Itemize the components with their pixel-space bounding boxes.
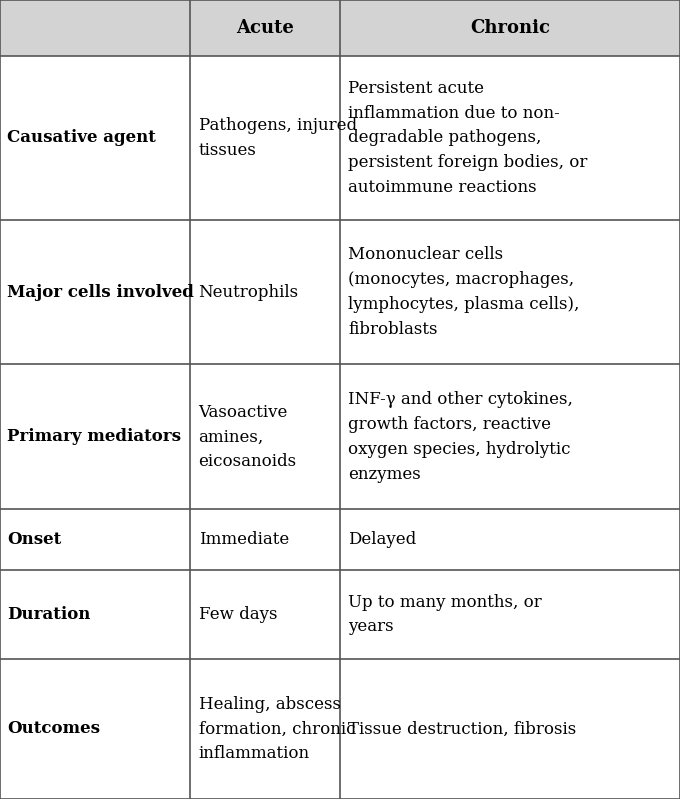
Text: Few days: Few days <box>199 606 277 623</box>
Text: Causative agent: Causative agent <box>7 129 156 146</box>
Bar <box>0 0 190 56</box>
Bar <box>0 56 190 220</box>
Text: Neutrophils: Neutrophils <box>199 284 299 300</box>
Text: Up to many months, or
years: Up to many months, or years <box>348 594 542 635</box>
Text: Persistent acute
inflammation due to non-
degradable pathogens,
persistent forei: Persistent acute inflammation due to non… <box>348 80 588 196</box>
Bar <box>0 570 190 659</box>
Text: Primary mediators: Primary mediators <box>7 428 181 445</box>
Bar <box>190 0 340 56</box>
Text: Tissue destruction, fibrosis: Tissue destruction, fibrosis <box>348 721 577 737</box>
Text: Major cells involved: Major cells involved <box>7 284 194 300</box>
Text: Healing, abscess
formation, chronic
inflammation: Healing, abscess formation, chronic infl… <box>199 696 355 762</box>
Text: Onset: Onset <box>7 531 61 548</box>
Bar <box>190 509 340 570</box>
Text: Immediate: Immediate <box>199 531 289 548</box>
Bar <box>0 659 190 799</box>
Bar <box>340 364 680 509</box>
Bar <box>190 220 340 364</box>
Text: Duration: Duration <box>7 606 90 623</box>
Text: Mononuclear cells
(monocytes, macrophages,
lymphocytes, plasma cells),
fibroblas: Mononuclear cells (monocytes, macrophage… <box>348 246 579 338</box>
Text: Outcomes: Outcomes <box>7 721 100 737</box>
Bar <box>340 659 680 799</box>
Bar <box>0 364 190 509</box>
Text: Pathogens, injured
tissues: Pathogens, injured tissues <box>199 117 357 159</box>
Text: INF-γ and other cytokines,
growth factors, reactive
oxygen species, hydrolytic
e: INF-γ and other cytokines, growth factor… <box>348 392 573 483</box>
Bar <box>340 56 680 220</box>
Bar <box>340 220 680 364</box>
Bar <box>340 0 680 56</box>
Text: Vasoactive
amines,
eicosanoids: Vasoactive amines, eicosanoids <box>199 403 296 470</box>
Bar <box>0 220 190 364</box>
Bar <box>190 364 340 509</box>
Bar <box>190 659 340 799</box>
Text: Acute: Acute <box>236 19 294 37</box>
Bar <box>0 509 190 570</box>
Bar <box>340 509 680 570</box>
Text: Delayed: Delayed <box>348 531 416 548</box>
Text: Chronic: Chronic <box>470 19 550 37</box>
Bar <box>190 56 340 220</box>
Bar <box>340 570 680 659</box>
Bar <box>190 570 340 659</box>
